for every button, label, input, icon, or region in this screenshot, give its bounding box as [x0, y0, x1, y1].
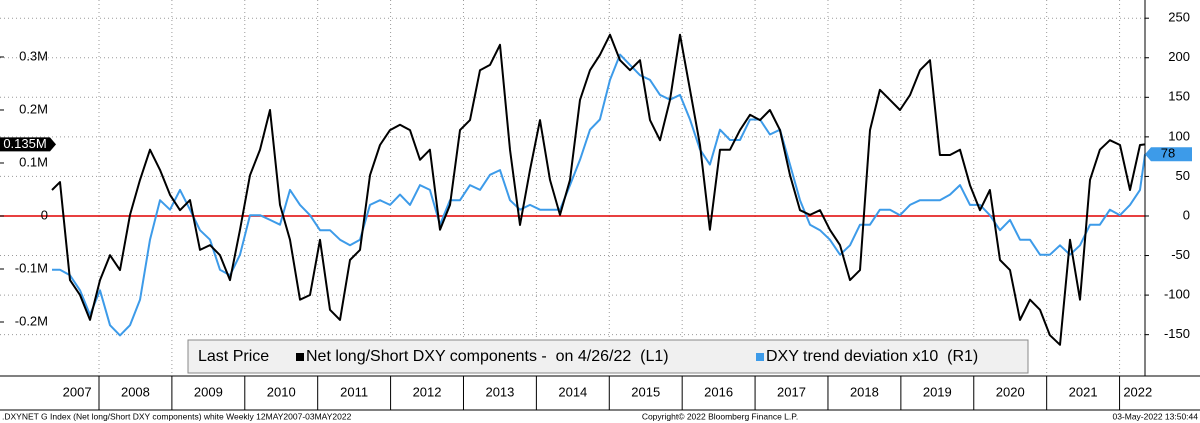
y-tick-label: -0.1M — [15, 260, 48, 275]
y2-tick-label: -100 — [1164, 287, 1190, 302]
x-tick-label: 2011 — [340, 384, 368, 399]
series-line — [51, 33, 1146, 346]
x-tick-label: 2016 — [704, 384, 733, 399]
y-tick-label: 0 — [41, 207, 48, 222]
last-value-box — [1145, 147, 1192, 162]
legend-swatch — [756, 353, 764, 361]
x-tick-label: 2018 — [850, 384, 879, 399]
y-tick-label: 0.2M — [19, 101, 48, 116]
x-tick-label: 2012 — [413, 384, 442, 399]
x-tick-label: 2017 — [777, 384, 806, 399]
x-tick-label: 2019 — [923, 384, 952, 399]
y2-tick-label: 0 — [1183, 207, 1190, 222]
y2-tick-label: 250 — [1168, 10, 1190, 25]
y2-tick-label: 150 — [1168, 89, 1190, 104]
x-tick-label: 2009 — [194, 384, 223, 399]
x-tick-label: 2014 — [558, 384, 587, 399]
y2-tick-label: 200 — [1168, 49, 1190, 64]
labels: -150 -100 -50 0 50 100 150 200 250 -0.2M -0.1M 0 0.1… — [0, 10, 1192, 399]
legend-title: Last Price — [198, 348, 269, 365]
x-tick-label: 2020 — [996, 384, 1025, 399]
footer-left: .DXYNET G Index (Net long/Short DXY comp… — [2, 411, 352, 421]
x-tick-label: 2015 — [631, 384, 660, 399]
legend-swatch — [296, 353, 304, 361]
y-tick-label: 0.1M — [19, 154, 48, 169]
legend-box — [187, 339, 1029, 374]
y2-tick-label: 50 — [1176, 168, 1190, 183]
x-tick-label: 2008 — [121, 384, 150, 399]
y-tick-label: -0.2M — [15, 313, 48, 328]
x-tick-label: 2021 — [1069, 384, 1098, 399]
plot-lines — [0, 33, 1146, 346]
footer-right: 03-May-2022 13:50:44 — [1112, 411, 1198, 421]
y-tick-label: 0.3M — [19, 48, 48, 63]
last-value-label: 0.135M — [3, 136, 46, 151]
x-tick-label: 2022 — [1123, 384, 1152, 399]
legend-label: DXY trend deviation x10 (R1) — [766, 348, 978, 365]
last-value-label: 78 — [1161, 146, 1175, 161]
x-tick-label: 2010 — [267, 384, 296, 399]
y2-tick-label: -50 — [1171, 247, 1190, 262]
footer-center: Copyright© 2022 Bloomberg Finance L.P. — [642, 411, 798, 421]
y2-tick-label: -150 — [1164, 326, 1190, 341]
legend-label: Net long/Short DXY components - on 4/26/… — [306, 348, 669, 365]
y2-tick-label: 100 — [1168, 128, 1190, 143]
x-tick-label: 2013 — [485, 384, 514, 399]
x-tick-label: 2007 — [63, 384, 92, 399]
last-value-box — [0, 137, 56, 152]
